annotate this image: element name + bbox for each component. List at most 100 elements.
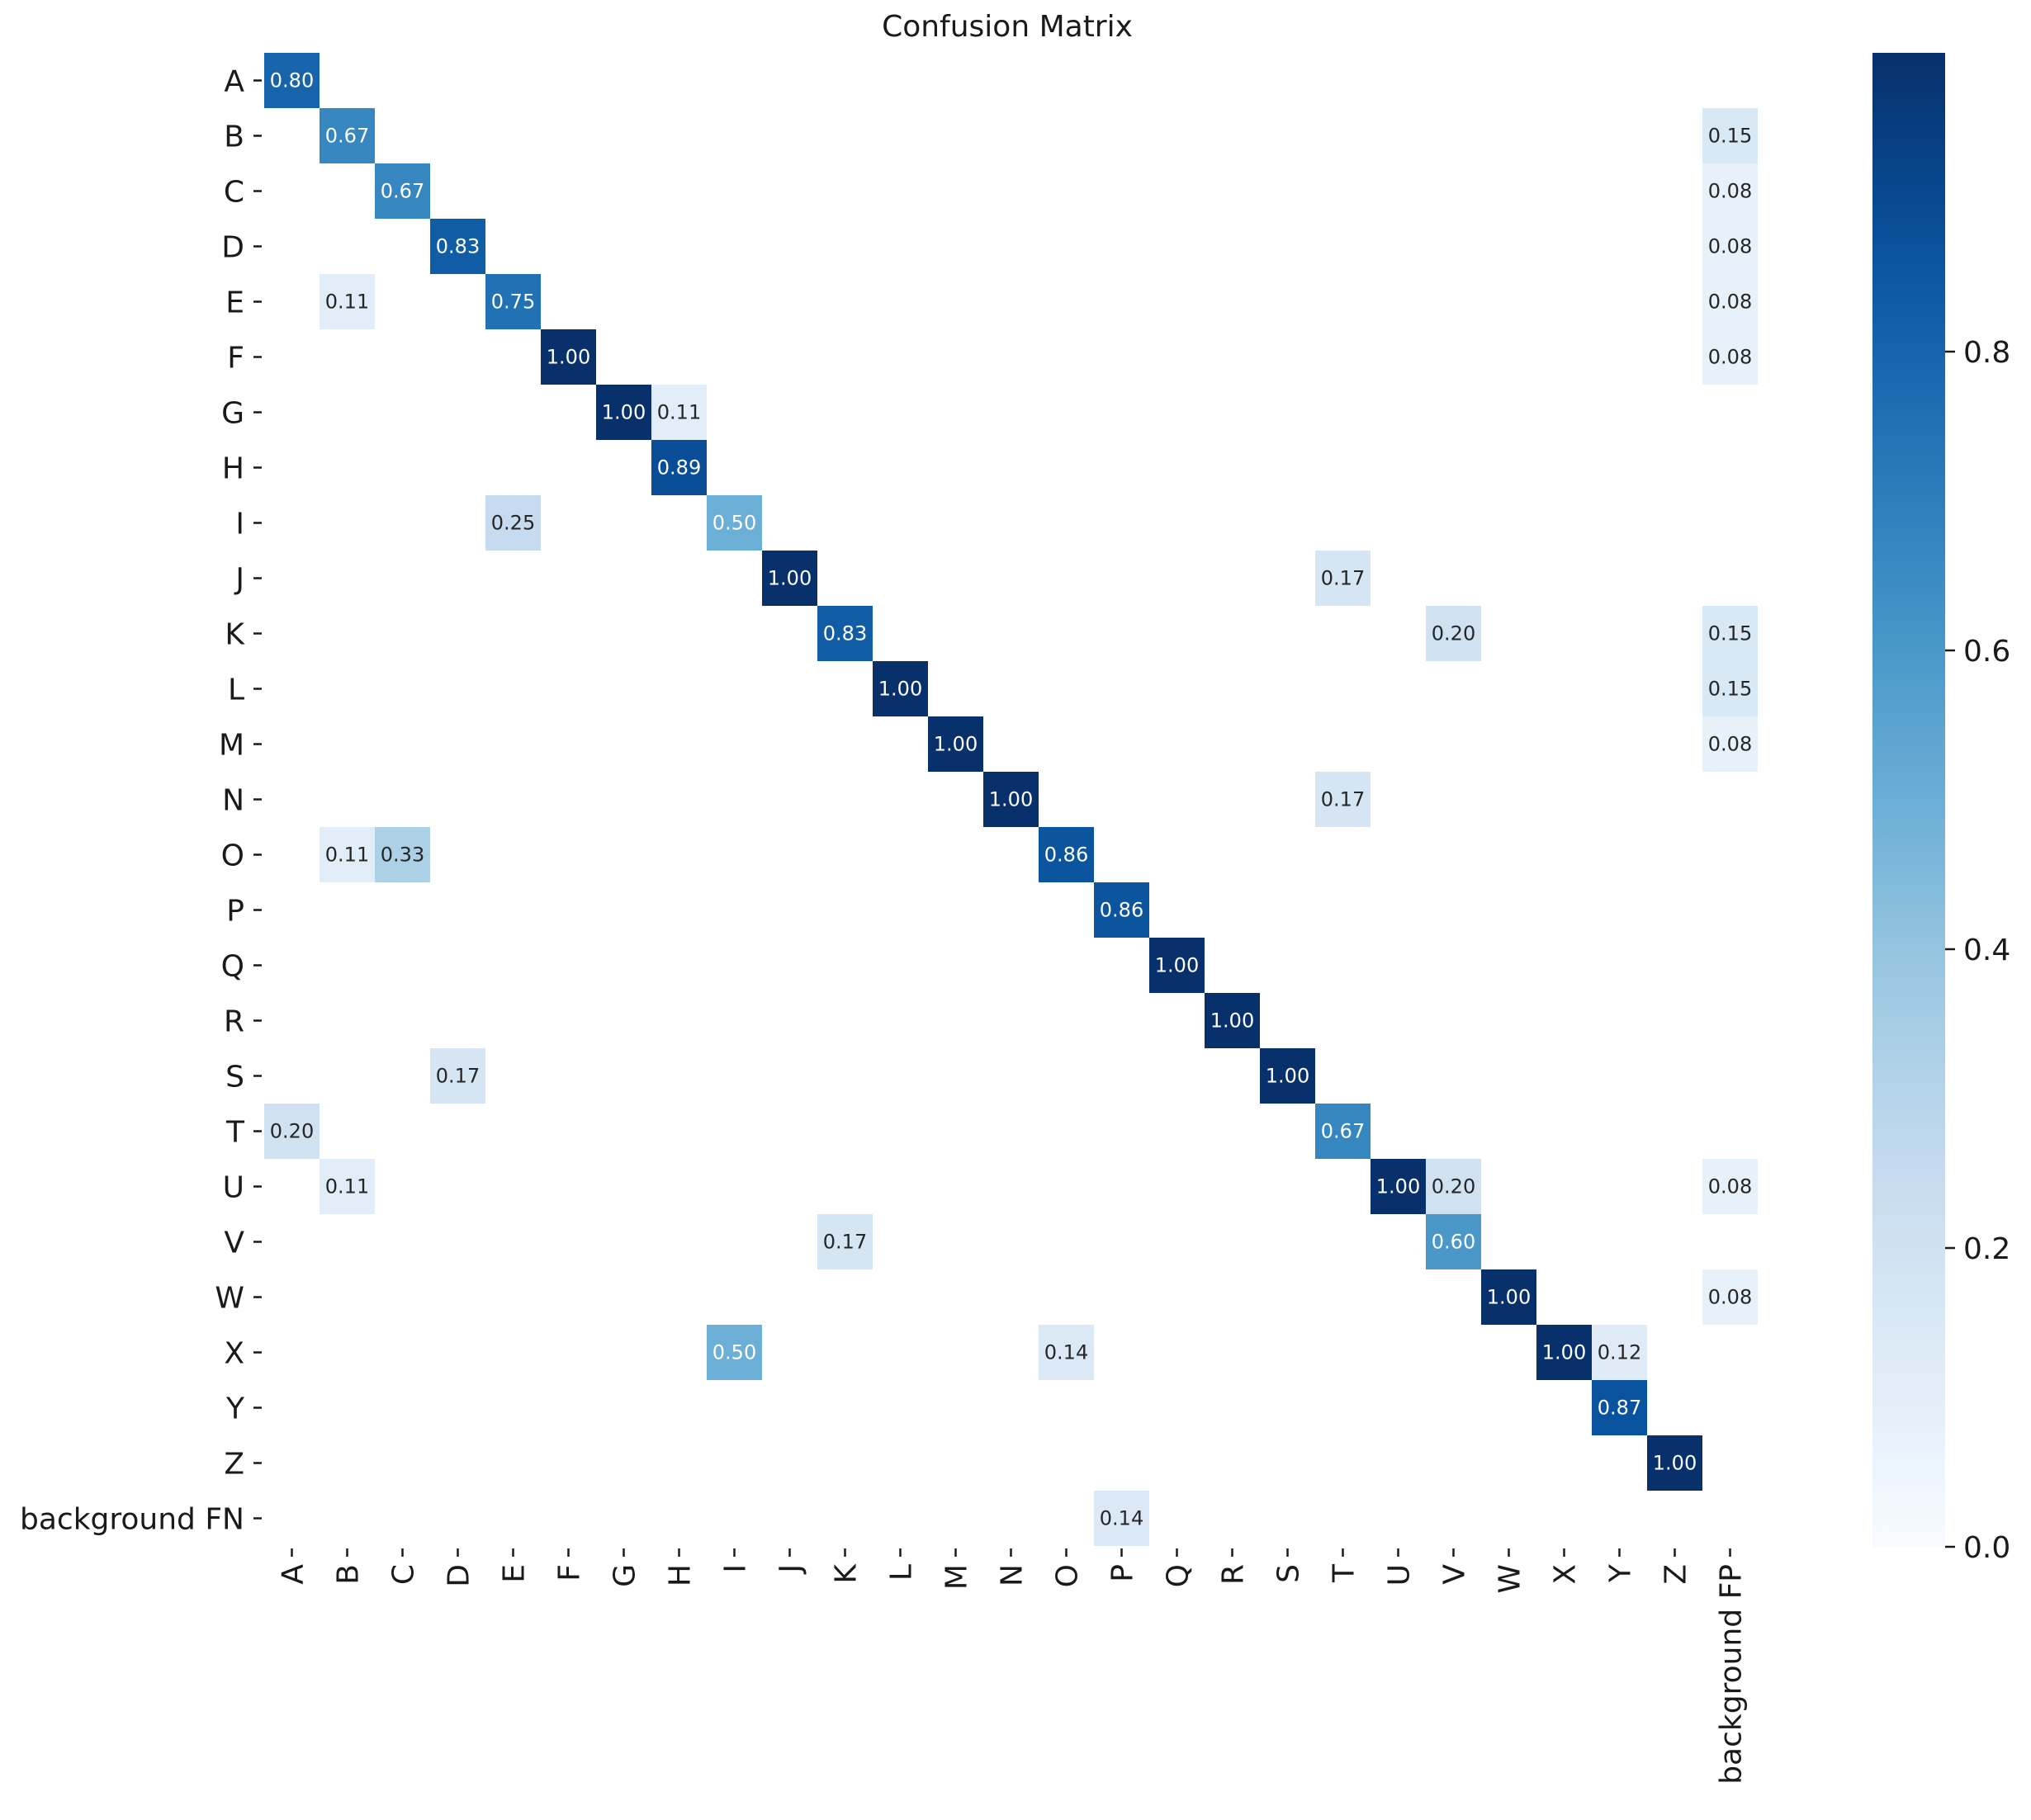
cell-fill (651, 440, 707, 495)
colorbar-tick-label: 0.6 (1963, 635, 2010, 669)
cell-fill (1315, 551, 1371, 606)
heatmap-cell-o-b: 0.11 (320, 827, 375, 882)
cell-value-label: 0.15 (1708, 125, 1752, 148)
column-tick-label-r: R (1217, 1564, 1251, 1585)
cell-value-label: 0.20 (1432, 622, 1475, 645)
row-tick-label-a: A (224, 65, 244, 99)
heatmap-cell-o-o: 0.86 (1039, 827, 1094, 882)
column-tick-label-a: A (277, 1564, 310, 1585)
cell-fill (1149, 938, 1205, 993)
heatmap-cell-m-m: 1.00 (928, 716, 983, 772)
row-tick-label-u: U (223, 1171, 244, 1205)
row-tick-label-e: E (225, 286, 244, 320)
cell-fill (1702, 1269, 1758, 1325)
cell-value-label: 0.50 (713, 1341, 756, 1364)
heatmap-cell-h-h: 0.89 (651, 440, 707, 495)
cell-fill (873, 661, 928, 716)
cell-fill (1426, 1214, 1481, 1269)
cell-fill (1371, 1159, 1426, 1214)
heatmap-cell-o-c: 0.33 (375, 827, 430, 882)
cell-fill (1094, 882, 1149, 938)
cell-value-label: 0.75 (491, 291, 535, 314)
column-tick-label-e: E (498, 1564, 532, 1583)
heatmap-cell-d-d: 0.83 (430, 219, 485, 274)
heatmap-cell-r-r: 1.00 (1205, 993, 1260, 1048)
cell-fill (485, 274, 541, 329)
cell-fill (430, 1048, 485, 1104)
row-tick-label-c: C (224, 176, 244, 210)
cell-fill (485, 495, 541, 551)
column-tick-label-x: X (1549, 1564, 1583, 1585)
cell-fill (1702, 329, 1758, 385)
cell-value-label: 0.08 (1708, 291, 1752, 314)
heatmap-cell-v-k: 0.17 (817, 1214, 873, 1269)
cell-value-label: 1.00 (1155, 954, 1199, 977)
heatmap-cell-y-y: 0.87 (1592, 1380, 1647, 1435)
column-tick-label-k: K (830, 1563, 864, 1584)
cell-fill (264, 1104, 320, 1159)
row-tick-label-h: H (222, 452, 244, 486)
cell-value-label: 0.17 (823, 1231, 867, 1254)
column-tick-label-l: L (885, 1564, 919, 1581)
column-tick-label-i: I (719, 1564, 753, 1573)
cell-fill (596, 385, 651, 440)
cell-value-label: 0.67 (325, 125, 369, 148)
cell-value-label: 0.08 (1708, 1175, 1752, 1198)
heatmap-cell-u-background-fp: 0.08 (1702, 1159, 1758, 1214)
cell-value-label: 0.67 (1321, 1120, 1365, 1143)
heatmap-cell-g-g: 1.00 (596, 385, 651, 440)
cell-fill (928, 716, 983, 772)
cell-value-label: 0.87 (1598, 1397, 1641, 1420)
cell-fill (1426, 1159, 1481, 1214)
cell-fill (1426, 606, 1481, 661)
cell-value-label: 0.80 (270, 69, 314, 92)
row-tick-label-t: T (225, 1116, 245, 1150)
heatmap-cell-f-f: 1.00 (541, 329, 596, 385)
column-tick-label-f: F (553, 1564, 587, 1581)
cell-fill (707, 495, 762, 551)
heatmap-cell-m-background-fp: 0.08 (1702, 716, 1758, 772)
heatmap-cell-k-k: 0.83 (817, 606, 873, 661)
heatmap-cell-k-background-fp: 0.15 (1702, 606, 1758, 661)
cell-fill (1592, 1380, 1647, 1435)
heatmap-cell-i-i: 0.50 (707, 495, 762, 551)
cell-fill (375, 827, 430, 882)
heatmap-cell-i-e: 0.25 (485, 495, 541, 551)
heatmap-cell-e-background-fp: 0.08 (1702, 274, 1758, 329)
colorbar-gradient (1872, 53, 1945, 1547)
row-tick-label-m: M (219, 729, 244, 763)
cell-value-label: 0.11 (325, 1175, 369, 1198)
cell-value-label: 0.86 (1044, 844, 1088, 867)
column-tick-label-p: P (1106, 1564, 1140, 1582)
cell-fill (320, 274, 375, 329)
heatmap-cell-background-fn-p: 0.14 (1094, 1491, 1149, 1546)
column-tick-label-c: C (387, 1564, 421, 1585)
heatmap-cell-f-background-fp: 0.08 (1702, 329, 1758, 385)
cell-value-label: 0.50 (713, 512, 756, 535)
heatmap-cell-x-o: 0.14 (1039, 1325, 1094, 1380)
row-tick-label-b: B (224, 121, 244, 154)
cell-value-label: 0.20 (270, 1120, 314, 1143)
column-tick-label-h: H (664, 1564, 698, 1586)
row-tick-label-x: X (224, 1337, 244, 1371)
cell-value-label: 0.14 (1100, 1507, 1143, 1530)
row-tick-label-i: I (235, 508, 244, 541)
cell-value-label: 0.11 (657, 401, 701, 424)
cell-value-label: 1.00 (547, 346, 590, 369)
cell-fill (983, 772, 1039, 827)
cell-value-label: 0.17 (436, 1065, 480, 1088)
row-tick-label-r: R (224, 1005, 244, 1039)
cell-fill (1702, 219, 1758, 274)
cell-fill (817, 1214, 873, 1269)
colorbar: 0.0 0.2 0.4 0.6 0.8 (1872, 53, 2010, 1565)
cell-value-label: 0.60 (1432, 1231, 1475, 1254)
cell-fill (1315, 1104, 1371, 1159)
heatmap-cell-x-i: 0.50 (707, 1325, 762, 1380)
column-tick-label-s: S (1272, 1564, 1306, 1583)
cell-fill (1702, 606, 1758, 661)
cell-fill (1702, 108, 1758, 163)
heatmap-cell-n-t: 0.17 (1315, 772, 1371, 827)
